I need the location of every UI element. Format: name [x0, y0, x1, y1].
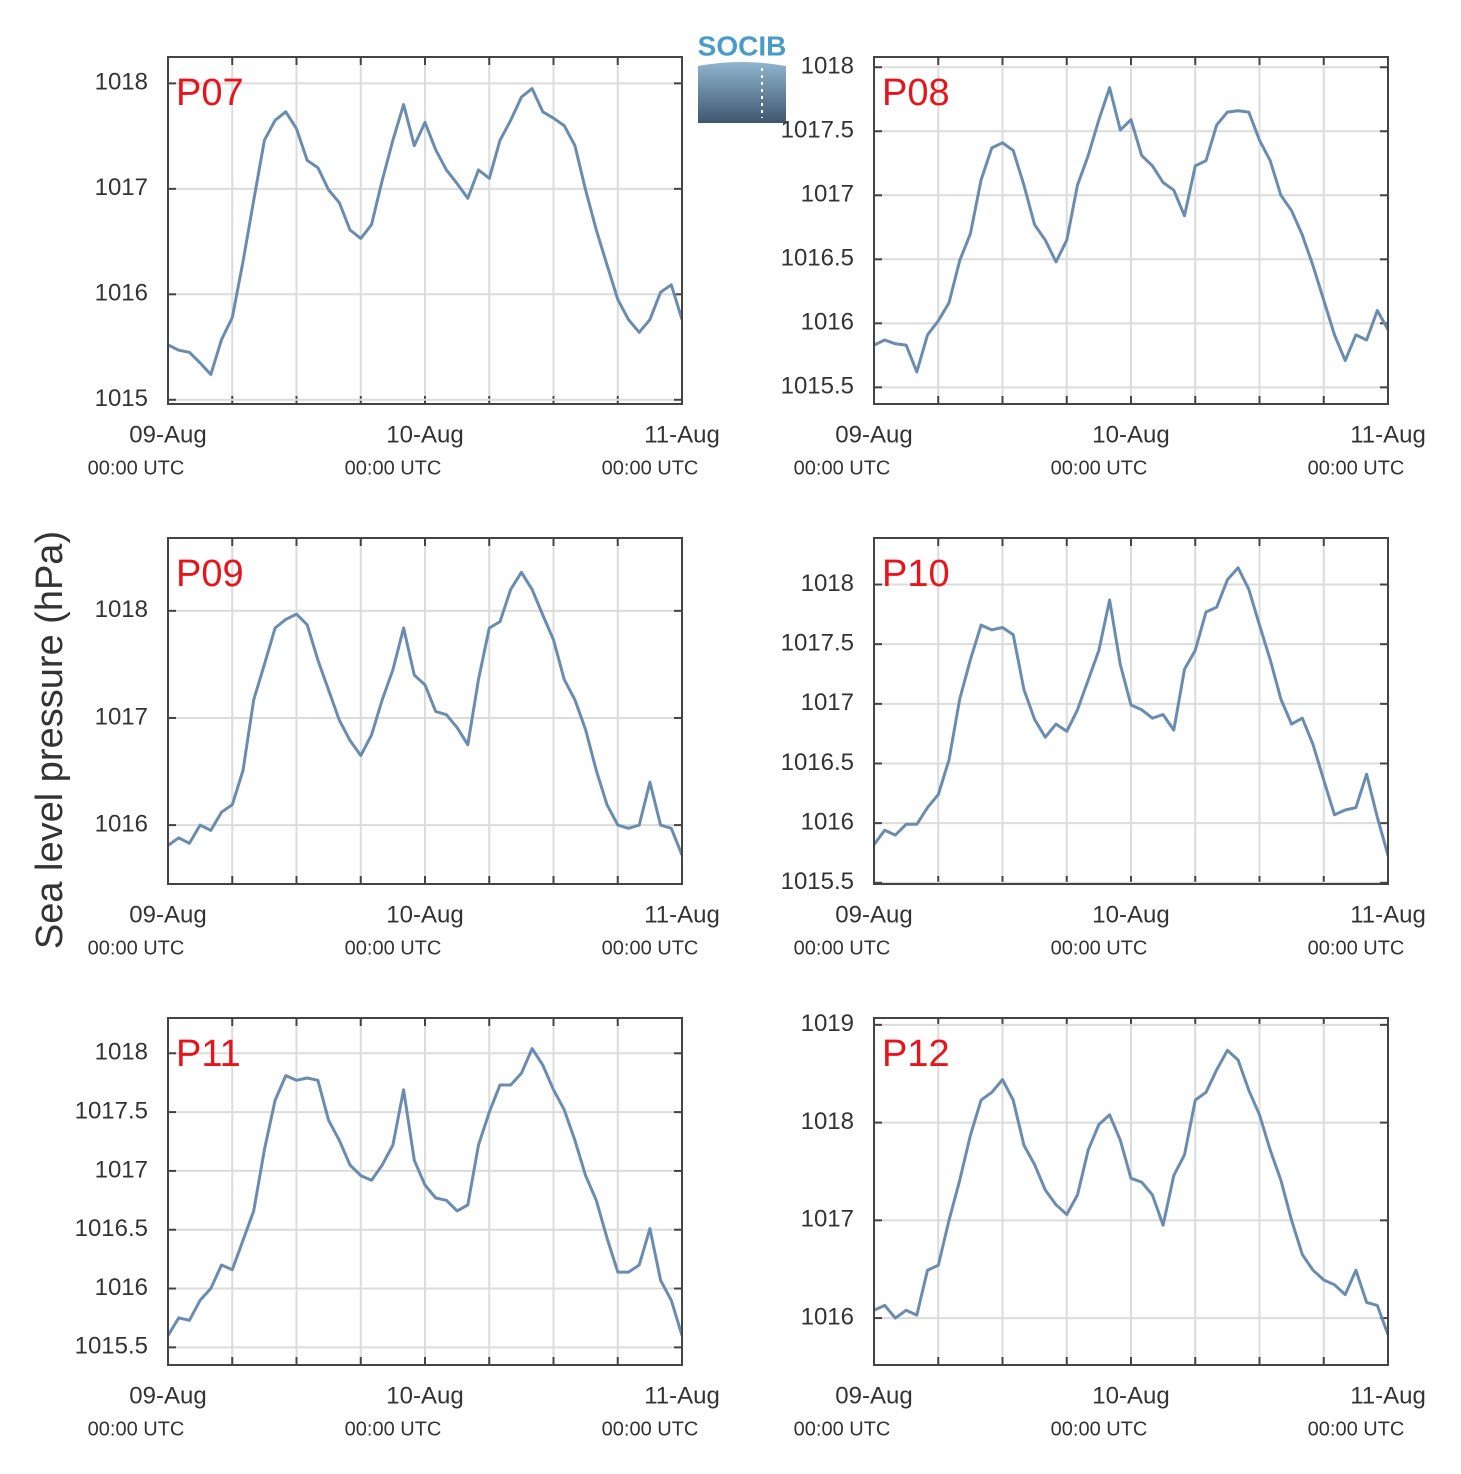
x-tick-sublabel: 00:00 UTC	[345, 1418, 442, 1440]
y-tick-label: 1015.5	[781, 373, 854, 400]
x-tick-label: 10-Aug	[1092, 1382, 1169, 1409]
y-tick-label: 1016	[801, 1303, 854, 1330]
logo: SOCIB	[698, 30, 787, 123]
data-line	[874, 566, 1388, 856]
y-tick-label: 1016.5	[75, 1215, 148, 1242]
x-tick-sublabel: 00:00 UTC	[1308, 457, 1405, 479]
x-tick-label: 09-Aug	[835, 421, 912, 448]
x-tick-label: 09-Aug	[835, 1382, 912, 1409]
y-tick-label: 1017	[95, 703, 148, 730]
y-tick-label: 1016.5	[781, 245, 854, 272]
x-tick-sublabel: 00:00 UTC	[602, 937, 699, 959]
x-tick-sublabel: 00:00 UTC	[1308, 937, 1405, 959]
data-line	[874, 1048, 1388, 1336]
plot-frame	[873, 537, 1389, 885]
data-line	[168, 1047, 682, 1337]
x-tick-label: 10-Aug	[1092, 901, 1169, 928]
y-tick-label: 1016	[95, 810, 148, 837]
y-tick-label: 1016	[801, 808, 854, 835]
y-tick-label: 1018	[801, 570, 854, 597]
panel-title: P10	[882, 553, 950, 595]
x-tick-label: 09-Aug	[129, 1382, 206, 1409]
x-tick-label: 11-Aug	[644, 1382, 720, 1409]
y-tick-label: 1017	[801, 689, 854, 716]
x-tick-sublabel: 00:00 UTC	[794, 1418, 891, 1440]
panel-title: P09	[176, 553, 244, 595]
x-tick-label: 11-Aug	[644, 901, 720, 928]
x-tick-sublabel: 00:00 UTC	[602, 457, 699, 479]
panel-title: P12	[882, 1033, 950, 1075]
x-tick-sublabel: 00:00 UTC	[794, 937, 891, 959]
x-tick-sublabel: 00:00 UTC	[88, 1418, 185, 1440]
x-tick-label: 11-Aug	[644, 421, 720, 448]
x-tick-sublabel: 00:00 UTC	[602, 1418, 699, 1440]
plot-frame	[167, 537, 683, 885]
x-tick-sublabel: 00:00 UTC	[1051, 1418, 1148, 1440]
panel-title: P11	[176, 1033, 241, 1075]
y-tick-label: 1015.5	[75, 1333, 148, 1360]
plot-frame	[167, 56, 683, 405]
y-tick-label: 1015.5	[781, 868, 854, 895]
data-line	[168, 570, 682, 856]
x-tick-sublabel: 00:00 UTC	[88, 937, 185, 959]
y-tick-label: 1017	[801, 1206, 854, 1233]
y-tick-label: 1017.5	[75, 1097, 148, 1124]
y-tick-label: 1019	[801, 1010, 854, 1037]
data-line	[874, 86, 1388, 374]
x-tick-label: 11-Aug	[1350, 901, 1426, 928]
x-tick-label: 11-Aug	[1350, 1382, 1426, 1409]
x-tick-sublabel: 00:00 UTC	[1051, 457, 1148, 479]
panel-title: P08	[882, 72, 950, 114]
y-tick-label: 1018	[95, 1039, 148, 1066]
y-tick-label: 1018	[95, 596, 148, 623]
logo-graphic	[698, 62, 786, 123]
y-axis-label: Sea level pressure (hPa)	[29, 531, 71, 949]
x-tick-sublabel: 00:00 UTC	[1051, 937, 1148, 959]
y-tick-label: 1016.5	[781, 749, 854, 776]
panel-title: P07	[176, 72, 244, 114]
plot-frame	[873, 1017, 1389, 1366]
y-tick-label: 1018	[95, 69, 148, 96]
logo-text: SOCIB	[698, 30, 787, 61]
x-tick-label: 10-Aug	[1092, 421, 1169, 448]
x-tick-label: 11-Aug	[1350, 421, 1426, 448]
x-tick-sublabel: 00:00 UTC	[794, 457, 891, 479]
x-tick-label: 09-Aug	[129, 901, 206, 928]
y-tick-label: 1018	[801, 1108, 854, 1135]
x-tick-sublabel: 00:00 UTC	[1308, 1418, 1405, 1440]
y-tick-label: 1017.5	[781, 117, 854, 144]
y-tick-label: 1016	[95, 1274, 148, 1301]
x-tick-label: 09-Aug	[835, 901, 912, 928]
x-tick-sublabel: 00:00 UTC	[88, 457, 185, 479]
y-tick-label: 1015	[95, 385, 148, 412]
data-line	[168, 87, 682, 376]
y-tick-label: 1017	[801, 181, 854, 208]
y-tick-label: 1016	[95, 280, 148, 307]
y-tick-label: 1017	[95, 174, 148, 201]
plot-frame	[167, 1017, 683, 1366]
x-tick-label: 09-Aug	[129, 421, 206, 448]
y-tick-label: 1017.5	[781, 630, 854, 657]
plot-frame	[873, 56, 1389, 405]
x-tick-label: 10-Aug	[386, 901, 463, 928]
x-tick-label: 10-Aug	[386, 1382, 463, 1409]
x-tick-sublabel: 00:00 UTC	[345, 457, 442, 479]
y-tick-label: 1016	[801, 309, 854, 336]
y-tick-label: 1018	[801, 53, 854, 80]
x-tick-sublabel: 00:00 UTC	[345, 937, 442, 959]
y-tick-label: 1017	[95, 1156, 148, 1183]
x-tick-label: 10-Aug	[386, 421, 463, 448]
